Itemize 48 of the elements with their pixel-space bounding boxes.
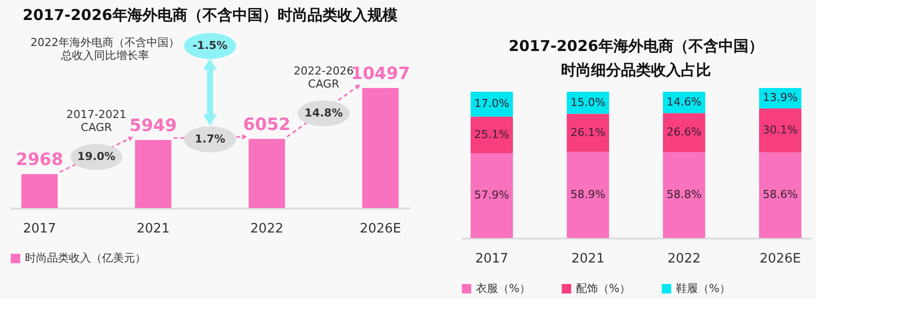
data-label: 58.9% <box>570 188 606 201</box>
annotation: 1.7% <box>194 132 226 146</box>
bar <box>135 140 172 208</box>
data-label: 6052 <box>243 114 290 135</box>
annotation: 14.8% <box>304 106 343 120</box>
x-tick-label: 2022 <box>668 252 701 266</box>
x-tick-label: 2017 <box>23 222 56 236</box>
annotation: 2022-2026 CAGR <box>294 64 354 90</box>
bar <box>759 108 802 152</box>
text: -1.5% <box>192 39 228 52</box>
x-tick-label: 2026E <box>760 252 801 266</box>
text: 2022年海外电商（不含中国）总收入同比增长率 <box>30 36 180 62</box>
x-tick-label: 2026E <box>360 222 402 236</box>
bar <box>566 114 610 152</box>
bar <box>566 152 610 238</box>
data-label: 15.0% <box>570 96 606 109</box>
data-label: 26.6% <box>666 126 702 139</box>
legend-label: 衣服（%） <box>476 282 530 295</box>
chart-title: 2017-2026年海外电商（不含中国）时尚品类收入规模 <box>22 6 398 24</box>
data-label: 25.1% <box>474 128 510 142</box>
data-label: 58.6% <box>762 188 798 202</box>
chart-title: 2017-2026年海外电商（不含中国）时尚细分品类收入占比 <box>508 37 764 79</box>
data-label: 2968 <box>16 150 64 170</box>
bar <box>662 152 706 238</box>
bar <box>248 138 285 208</box>
annotation: 2017-2021 CAGR <box>66 108 126 134</box>
bar <box>470 153 513 238</box>
data-label: 5949 <box>130 116 177 136</box>
legend-label: 鞋履（%） <box>676 282 730 295</box>
bar <box>362 88 399 208</box>
data-label: 58.8% <box>666 188 702 202</box>
data-label: 57.9% <box>474 188 510 202</box>
x-tick-label: 2021 <box>136 222 170 236</box>
x-tick-label: 2022 <box>250 222 284 236</box>
bar <box>662 113 706 152</box>
legend-label: 时尚品类收入（亿美元） <box>25 252 146 264</box>
bar <box>470 116 513 154</box>
data-label: 13.9% <box>762 91 798 104</box>
annotation: 19.0% <box>77 150 116 164</box>
bar <box>21 174 58 208</box>
data-label: 26.1% <box>570 126 606 139</box>
x-tick-label: 2017 <box>475 252 508 266</box>
bar <box>759 152 802 238</box>
x-tick-label: 2021 <box>571 252 604 266</box>
data-label: 14.6% <box>666 95 702 108</box>
legend-label: 配饰（%） <box>576 282 630 295</box>
data-label: 17.0% <box>474 97 510 110</box>
data-label: 30.1% <box>762 123 798 136</box>
